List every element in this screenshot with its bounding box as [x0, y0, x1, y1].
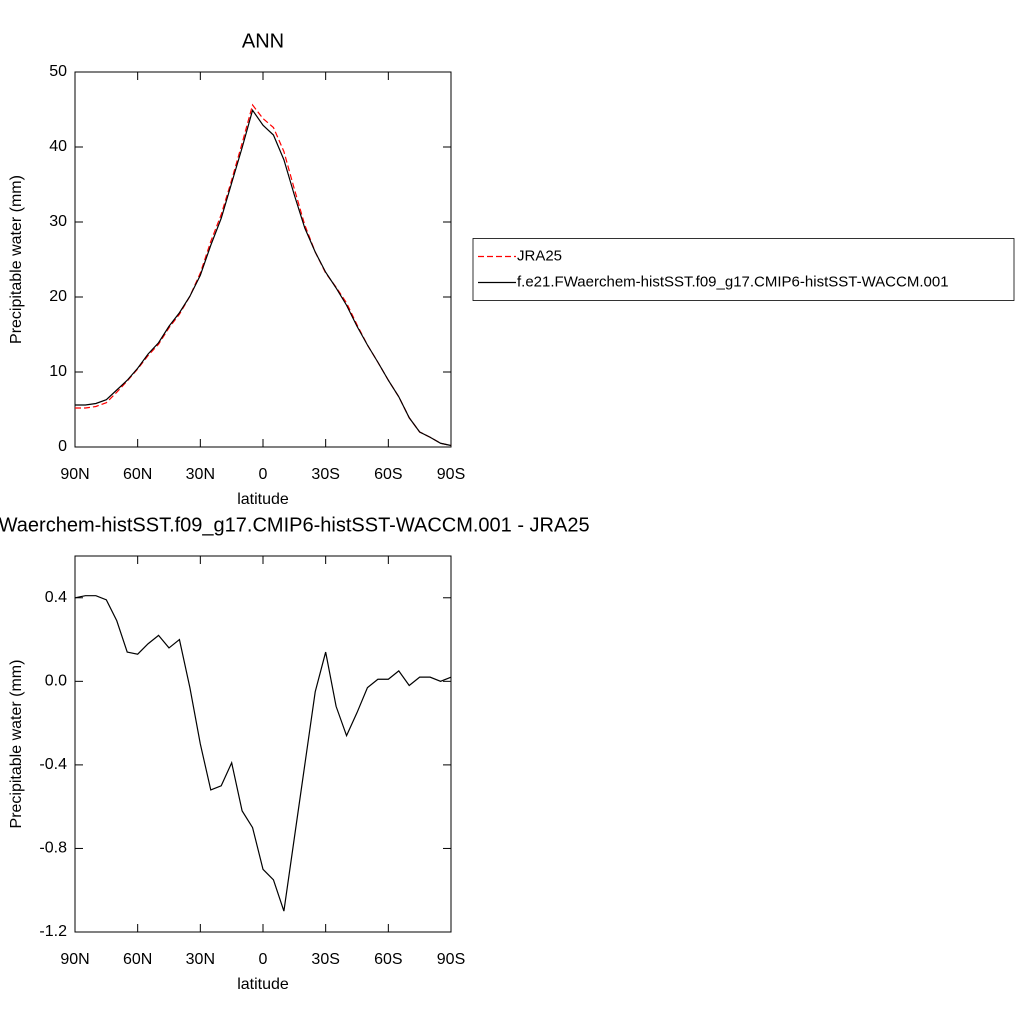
- y-axis-label: Precipitable water (mm): [8, 175, 25, 344]
- y-tick-label: 10: [49, 363, 67, 380]
- plot-frame: [74, 555, 452, 933]
- x-tick-label: 90N: [60, 951, 89, 968]
- y-tick-label: 40: [49, 138, 67, 155]
- y-tick-label: 50: [49, 63, 67, 80]
- x-tick-label: 60N: [123, 951, 152, 968]
- x-tick-label: 60S: [374, 466, 402, 483]
- data-line: [75, 108, 452, 447]
- y-tick-label: 0.4: [45, 589, 67, 606]
- y-tick-label: 30: [49, 213, 67, 230]
- x-tick-label: 90S: [437, 951, 465, 968]
- legend-label: f.e21.FWaerchem-histSST.f09_g17.CMIP6-hi…: [517, 273, 949, 290]
- x-tick-label: 30S: [311, 466, 339, 483]
- chart-title: f.e21.FWaerchem-histSST.f09_g17.CMIP6-hi…: [0, 514, 590, 536]
- y-tick-label: -1.2: [39, 923, 67, 940]
- x-axis-label: latitude: [237, 491, 289, 508]
- y-tick-label: 0: [58, 438, 67, 455]
- x-tick-label: 30S: [311, 951, 339, 968]
- x-tick-label: 90N: [60, 466, 89, 483]
- x-axis-label: latitude: [237, 976, 289, 993]
- y-tick-label: 0.0: [45, 673, 67, 690]
- x-tick-label: 0: [259, 951, 268, 968]
- y-axis-label: Precipitable water (mm): [8, 660, 25, 829]
- x-tick-label: 30N: [186, 951, 215, 968]
- x-tick-label: 60S: [374, 951, 402, 968]
- x-tick-label: 90S: [437, 466, 465, 483]
- y-tick-label: -0.4: [39, 756, 67, 773]
- x-tick-label: 60N: [123, 466, 152, 483]
- legend: [472, 238, 1015, 301]
- y-tick-label: -0.8: [39, 840, 67, 857]
- x-tick-label: 0: [259, 466, 268, 483]
- x-tick-label: 30N: [186, 466, 215, 483]
- legend-label: JRA25: [517, 247, 562, 264]
- data-line: [74, 595, 452, 912]
- data-line: [75, 103, 452, 447]
- y-tick-label: 20: [49, 288, 67, 305]
- chart-title: ANN: [242, 30, 284, 52]
